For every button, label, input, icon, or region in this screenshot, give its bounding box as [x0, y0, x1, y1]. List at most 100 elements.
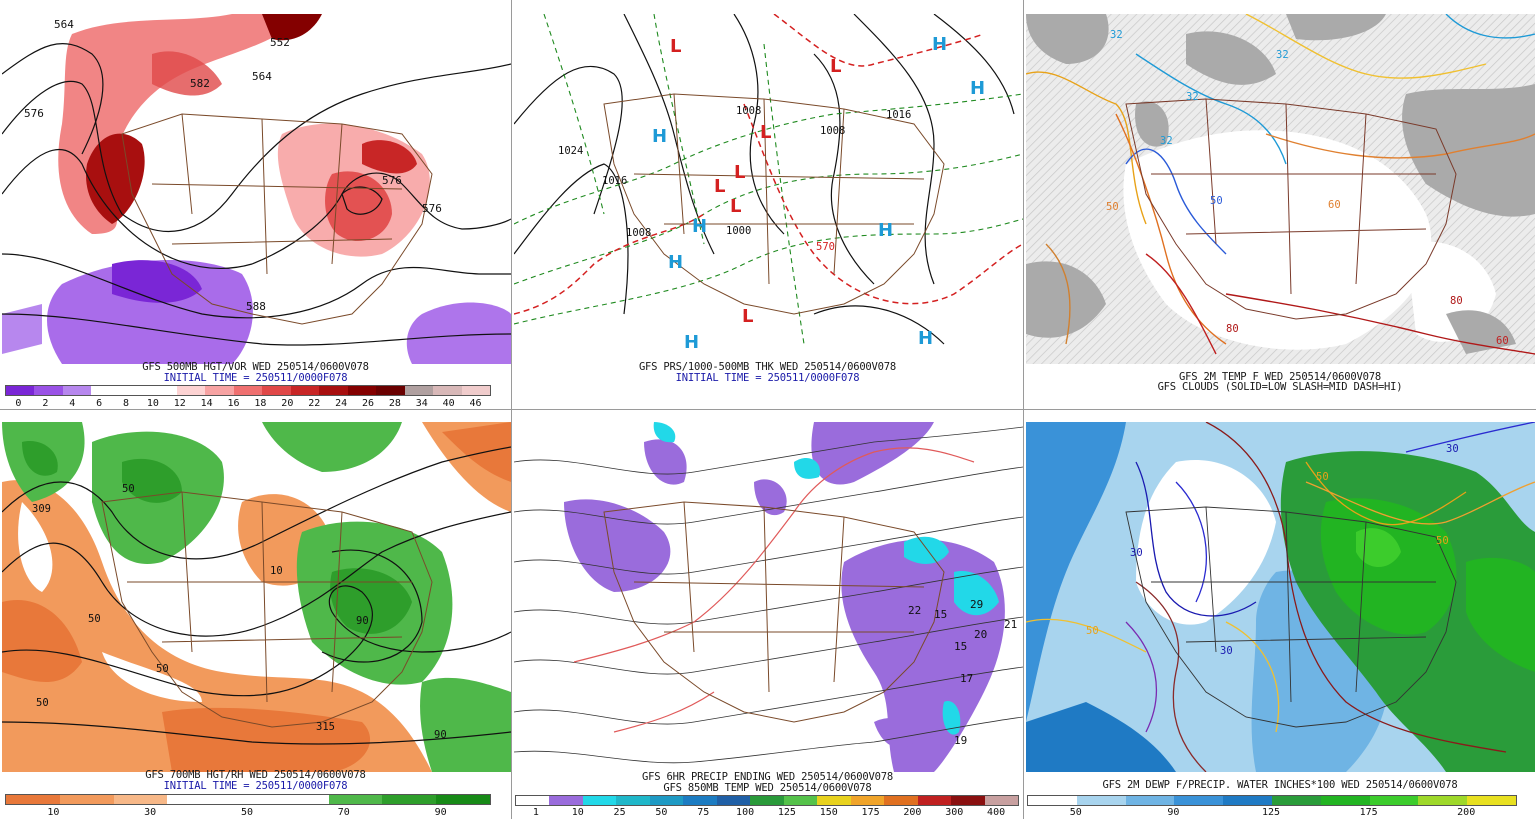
- color-scale-tick-label: 70: [337, 807, 350, 818]
- panel-500mb-vorticity[interactable]: 564 552 564 576 582 576 576 588 GFS 500M…: [0, 0, 511, 409]
- dewpoint-label: 30: [1220, 645, 1233, 657]
- low-pressure-center: L: [714, 176, 725, 197]
- contour-label: 576: [382, 174, 402, 187]
- color-scale-tick-label: 90: [1167, 807, 1180, 818]
- color-scale-swatch: [233, 386, 263, 395]
- color-scale-swatch: [549, 796, 583, 805]
- contour-label: 10: [270, 565, 283, 577]
- precip-label: 21: [1004, 618, 1017, 631]
- color-scale-swatch: [436, 795, 491, 804]
- color-scale-tick-label: 20: [281, 398, 294, 409]
- panel-subtitle: GFS 850MB TEMP WED 250514/0600V078: [663, 782, 872, 794]
- color-scale-tick-label: 175: [861, 807, 880, 818]
- color-scale-tick-label: 300: [945, 807, 964, 818]
- high-pressure-center: H: [970, 78, 985, 99]
- color-scale-ticks: 10 30 50 70 90: [5, 807, 489, 818]
- color-scale-swatch: [683, 796, 717, 805]
- temperature-label: 60: [1328, 199, 1341, 211]
- color-scale-ticks: 50 90 125 175 200: [1027, 807, 1515, 818]
- color-scale-tick-label: 50: [655, 807, 668, 818]
- dewpoint-label: 30: [1446, 443, 1459, 455]
- panel-2m-temp-clouds[interactable]: 32 32 32 32 50 50 60 80 80 60 GFS 2M TEM…: [1024, 0, 1536, 409]
- color-scale-tick-label: 30: [144, 807, 157, 818]
- temperature-label: 50: [1106, 201, 1119, 213]
- temperature-label: 32: [1160, 135, 1173, 147]
- panel-title: GFS PRS/1000-500MB THK WED 250514/0600V0…: [638, 361, 897, 373]
- color-scale-swatch: [1369, 796, 1419, 805]
- color-scale-swatch: [1271, 796, 1321, 805]
- vorticity-map: 564 552 564 576 582 576 576 588: [2, 14, 511, 364]
- color-scale-swatch: [461, 386, 490, 395]
- high-pressure-center: H: [668, 252, 683, 273]
- panel-title: GFS 500MB HGT/VOR WED 250514/0600V078: [142, 361, 369, 373]
- isobar-label: 1000: [726, 225, 751, 237]
- color-scale-swatch: [347, 386, 377, 395]
- color-scale-swatch: [750, 796, 784, 805]
- panel-title: GFS 700MB HGT/RH WED 250514/0600V078: [145, 769, 366, 781]
- dewpoint-pwat-map: 30 50 50 30 30 50: [1026, 422, 1535, 772]
- color-scale-tick-label: 90: [434, 807, 447, 818]
- color-scale-tick-label: 175: [1359, 807, 1378, 818]
- low-pressure-center: L: [734, 162, 745, 183]
- temperature-label: 32: [1186, 91, 1199, 103]
- color-scale-tick-label: 14: [200, 398, 213, 409]
- low-pressure-center: L: [760, 122, 771, 143]
- color-scale-swatch: [1418, 796, 1468, 805]
- color-scale-tick-label: 4: [69, 398, 76, 409]
- color-scale-swatch: [91, 386, 120, 395]
- low-pressure-center: L: [742, 306, 753, 327]
- contour-label: 564: [252, 70, 272, 83]
- contour-label: 50: [36, 697, 49, 709]
- color-scale-tick-label: 24: [335, 398, 348, 409]
- color-scale-swatch: [319, 386, 348, 395]
- color-scale-tick-label: 125: [777, 807, 796, 818]
- contour-label: 564: [54, 18, 74, 31]
- color-scale-tick-label: 150: [819, 807, 838, 818]
- thickness-label: 570: [816, 241, 835, 253]
- low-pressure-center: L: [730, 196, 741, 217]
- panel-precip-850temp[interactable]: 29 22 15 20 21 15 17 19 GFS 6HR PRECIP E…: [512, 410, 1023, 819]
- color-scale-swatch: [59, 795, 114, 804]
- isobar-label: 1016: [602, 175, 627, 187]
- color-scale-tick-label: 18: [254, 398, 267, 409]
- color-scale-swatch: [817, 796, 851, 805]
- color-scale-tick-label: 16: [227, 398, 240, 409]
- contour-label: 576: [422, 202, 442, 215]
- temperature-label: 60: [1496, 335, 1509, 347]
- color-scale-tick-label: 40: [442, 398, 455, 409]
- contour-label: 50: [122, 483, 135, 495]
- color-scale-swatch: [1125, 796, 1175, 805]
- color-scale-tick-label: 75: [697, 807, 710, 818]
- pressure-map: L L L L L L L H H H H H H H H 1024 1016 …: [514, 14, 1023, 364]
- color-scale-swatch: [328, 795, 383, 804]
- temperature-cloud-map: 32 32 32 32 50 50 60 80 80 60: [1026, 14, 1535, 364]
- color-scale-swatch: [1223, 796, 1272, 805]
- color-scale-swatch: [205, 386, 234, 395]
- panel-pressure-thickness[interactable]: L L L L L L L H H H H H H H H 1024 1016 …: [512, 0, 1023, 409]
- contour-label: 315: [316, 721, 335, 733]
- color-scale-swatch: [1028, 796, 1077, 805]
- panel-700mb-rh[interactable]: 309 50 50 10 50 315 90 50 90 GFS 700MB H…: [0, 410, 511, 819]
- precip-label: 15: [934, 608, 947, 621]
- precip-label: 17: [960, 672, 973, 685]
- isobar-label: 1008: [626, 227, 651, 239]
- color-scale-swatch: [274, 795, 329, 804]
- color-scale-swatch: [148, 386, 177, 395]
- temperature-label: 80: [1226, 323, 1239, 335]
- color-scale-swatch: [1174, 796, 1224, 805]
- precip-label: 15: [954, 640, 967, 653]
- color-scale-swatch: [951, 796, 985, 805]
- contour-label: 552: [270, 36, 290, 49]
- contour-label: 50: [88, 613, 101, 625]
- panel-dewpoint-pwat[interactable]: 30 50 50 30 30 50 GFS 2M DEWP F/PRECIP. …: [1024, 410, 1536, 819]
- dewpoint-label: 50: [1316, 471, 1329, 483]
- color-scale-swatch: [1467, 796, 1516, 805]
- color-scale-ticks: 1 10 25 50 75 100 125 150 175 200 300 400: [515, 807, 1017, 818]
- contour-label: 90: [356, 615, 369, 627]
- color-scale-swatch: [1320, 796, 1370, 805]
- color-scale-swatch: [6, 795, 60, 804]
- isobar-label: 1016: [886, 109, 911, 121]
- color-scale-swatch: [516, 796, 550, 805]
- dewpoint-label: 50: [1086, 625, 1099, 637]
- color-scale-tick-label: 6: [96, 398, 103, 409]
